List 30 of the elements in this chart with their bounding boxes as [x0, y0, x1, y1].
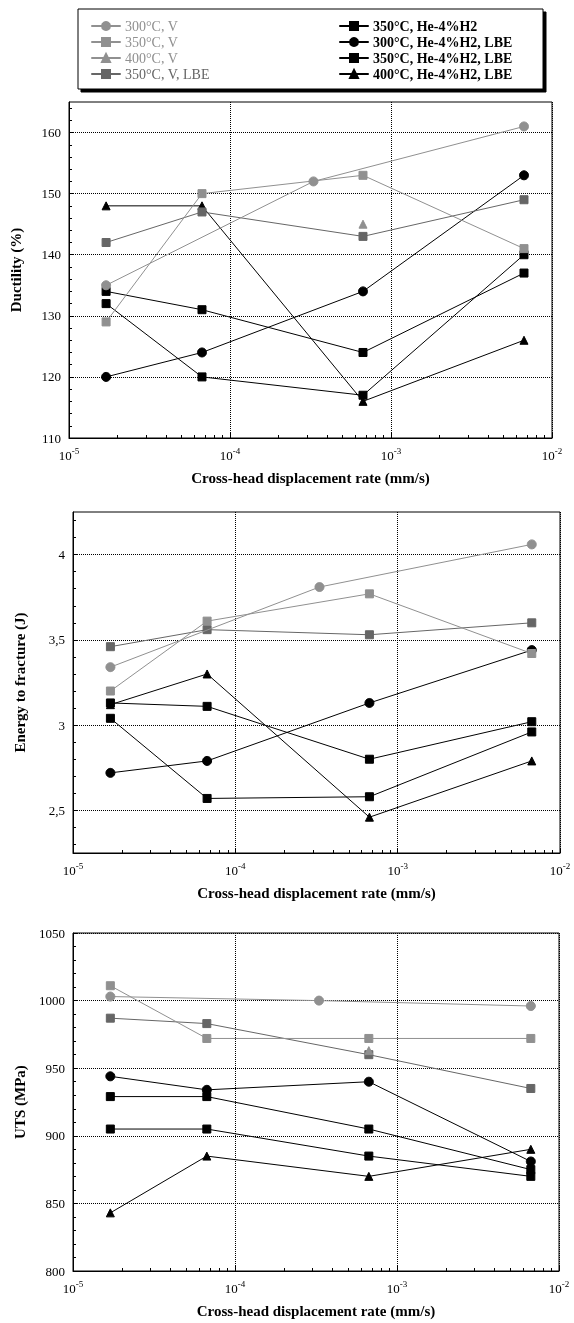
y-tick-label: 110 [41, 430, 61, 446]
y-tick-label: 150 [41, 186, 61, 202]
y-tick-label: 800 [45, 1263, 65, 1279]
y-axis-title: Energy to fracture (J) [11, 612, 29, 753]
y-tick-label: 120 [41, 369, 61, 385]
y-axis-title: Ductility (%) [7, 227, 25, 313]
y-tick-label: 1050 [39, 925, 65, 941]
y-tick-label: 3,5 [48, 632, 65, 648]
x-axis-title: Cross-head displacement rate (mm/s) [196, 1302, 436, 1320]
y-tick-label: 140 [41, 247, 61, 263]
y-tick-label: 950 [45, 1060, 65, 1076]
legend-label: 350°C, V [125, 34, 178, 50]
legend-label: 400°C, He-4%H2, LBE [373, 66, 513, 82]
y-tick-label: 4 [58, 547, 66, 563]
x-axis-title: Cross-head displacement rate (mm/s) [191, 469, 430, 487]
y-axis-title: UTS (MPa) [11, 1065, 29, 1139]
legend-label: 350°C, V, LBE [125, 66, 210, 82]
y-tick-label: 2,5 [48, 802, 65, 818]
legend-label: 350°C, He-4%H2 [373, 18, 478, 34]
legend-label: 350°C, He-4%H2, LBE [373, 50, 513, 66]
x-axis-title: Cross-head displacement rate (mm/s) [197, 884, 436, 902]
legend-label: 300°C, He-4%H2, LBE [373, 34, 513, 50]
y-tick-label: 130 [41, 308, 61, 324]
y-tick-label: 1000 [39, 993, 65, 1009]
y-tick-label: 160 [41, 125, 61, 141]
y-tick-label: 850 [45, 1195, 65, 1211]
legend-label: 400°C, V [125, 50, 178, 66]
legend-label: 300°C, V [125, 18, 178, 34]
y-tick-label: 3 [58, 717, 65, 733]
y-tick-label: 900 [45, 1128, 65, 1144]
